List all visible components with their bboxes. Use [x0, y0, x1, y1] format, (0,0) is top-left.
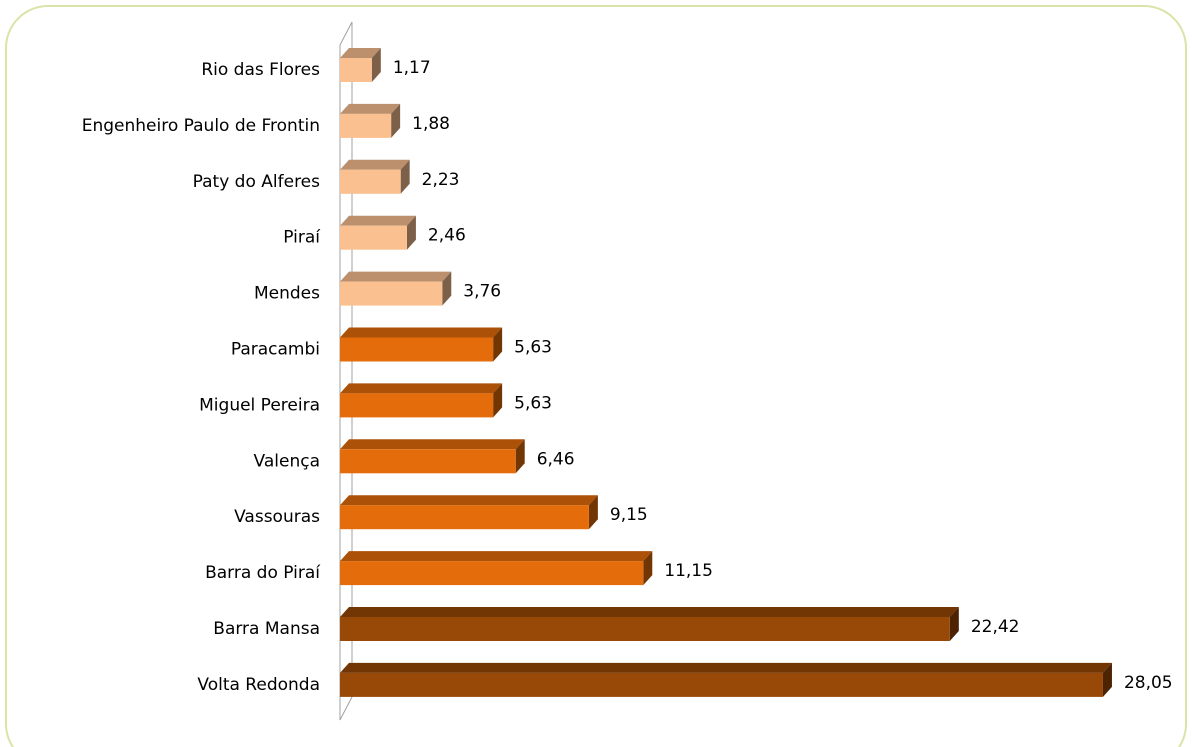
bar-top	[340, 662, 1112, 673]
value-label: 1,88	[412, 114, 450, 134]
bar-side	[442, 271, 452, 306]
bar	[340, 58, 372, 82]
bar-top	[340, 607, 959, 617]
category-label: Engenheiro Paulo de Frontin	[82, 116, 320, 136]
bar-side	[406, 215, 416, 250]
bar-side	[371, 48, 381, 82]
value-label: 2,46	[428, 226, 466, 246]
bar-top	[340, 48, 381, 58]
category-label: Barra Mansa	[213, 619, 320, 639]
value-label: 5,63	[514, 393, 552, 413]
bar-top	[340, 495, 598, 506]
bar-side	[643, 551, 653, 586]
bar	[340, 113, 392, 138]
category-label: Barra do Piraí	[205, 563, 321, 583]
bar-top	[340, 215, 416, 226]
chart-frame	[5, 5, 1187, 747]
bar-top	[340, 551, 653, 562]
value-label: 5,63	[514, 338, 552, 358]
value-label: 22,42	[971, 617, 1020, 637]
bar	[340, 449, 516, 474]
bar-top	[340, 383, 503, 394]
value-label: 6,46	[537, 449, 575, 469]
category-label: Rio das Flores	[201, 60, 320, 80]
bar-side	[493, 383, 503, 418]
category-label: Volta Redonda	[197, 675, 320, 695]
bar	[340, 617, 950, 641]
bar-top	[340, 159, 410, 170]
bar-side	[949, 607, 959, 641]
bar-top	[340, 439, 525, 450]
value-label: 3,76	[463, 282, 501, 302]
bar	[340, 393, 494, 418]
value-label: 28,05	[1124, 673, 1173, 693]
category-label: Mendes	[254, 284, 320, 304]
category-label: Vassouras	[234, 507, 320, 527]
category-label: Paracambi	[231, 340, 320, 360]
bar-side	[400, 159, 410, 194]
bar	[340, 337, 494, 362]
value-label: 9,15	[610, 505, 648, 525]
bar	[340, 672, 1103, 697]
bar	[340, 225, 407, 250]
value-label: 2,23	[422, 170, 460, 190]
bar	[340, 169, 401, 194]
bar-side	[391, 103, 401, 138]
bar-top	[340, 103, 401, 114]
category-label: Piraí	[283, 228, 321, 248]
category-label: Miguel Pereira	[199, 395, 320, 415]
category-label: Valença	[254, 451, 320, 471]
bar-side	[515, 439, 525, 474]
value-label: 1,17	[393, 58, 431, 78]
bar	[340, 281, 443, 306]
category-label: Paty do Alferes	[193, 172, 321, 192]
value-label: 11,15	[664, 561, 713, 581]
bar-top	[340, 327, 503, 338]
bar	[340, 505, 589, 530]
bar	[340, 561, 644, 586]
bar-side	[588, 495, 598, 530]
bar-side	[493, 327, 503, 362]
bar-top	[340, 271, 452, 282]
bar-side	[1102, 662, 1112, 697]
